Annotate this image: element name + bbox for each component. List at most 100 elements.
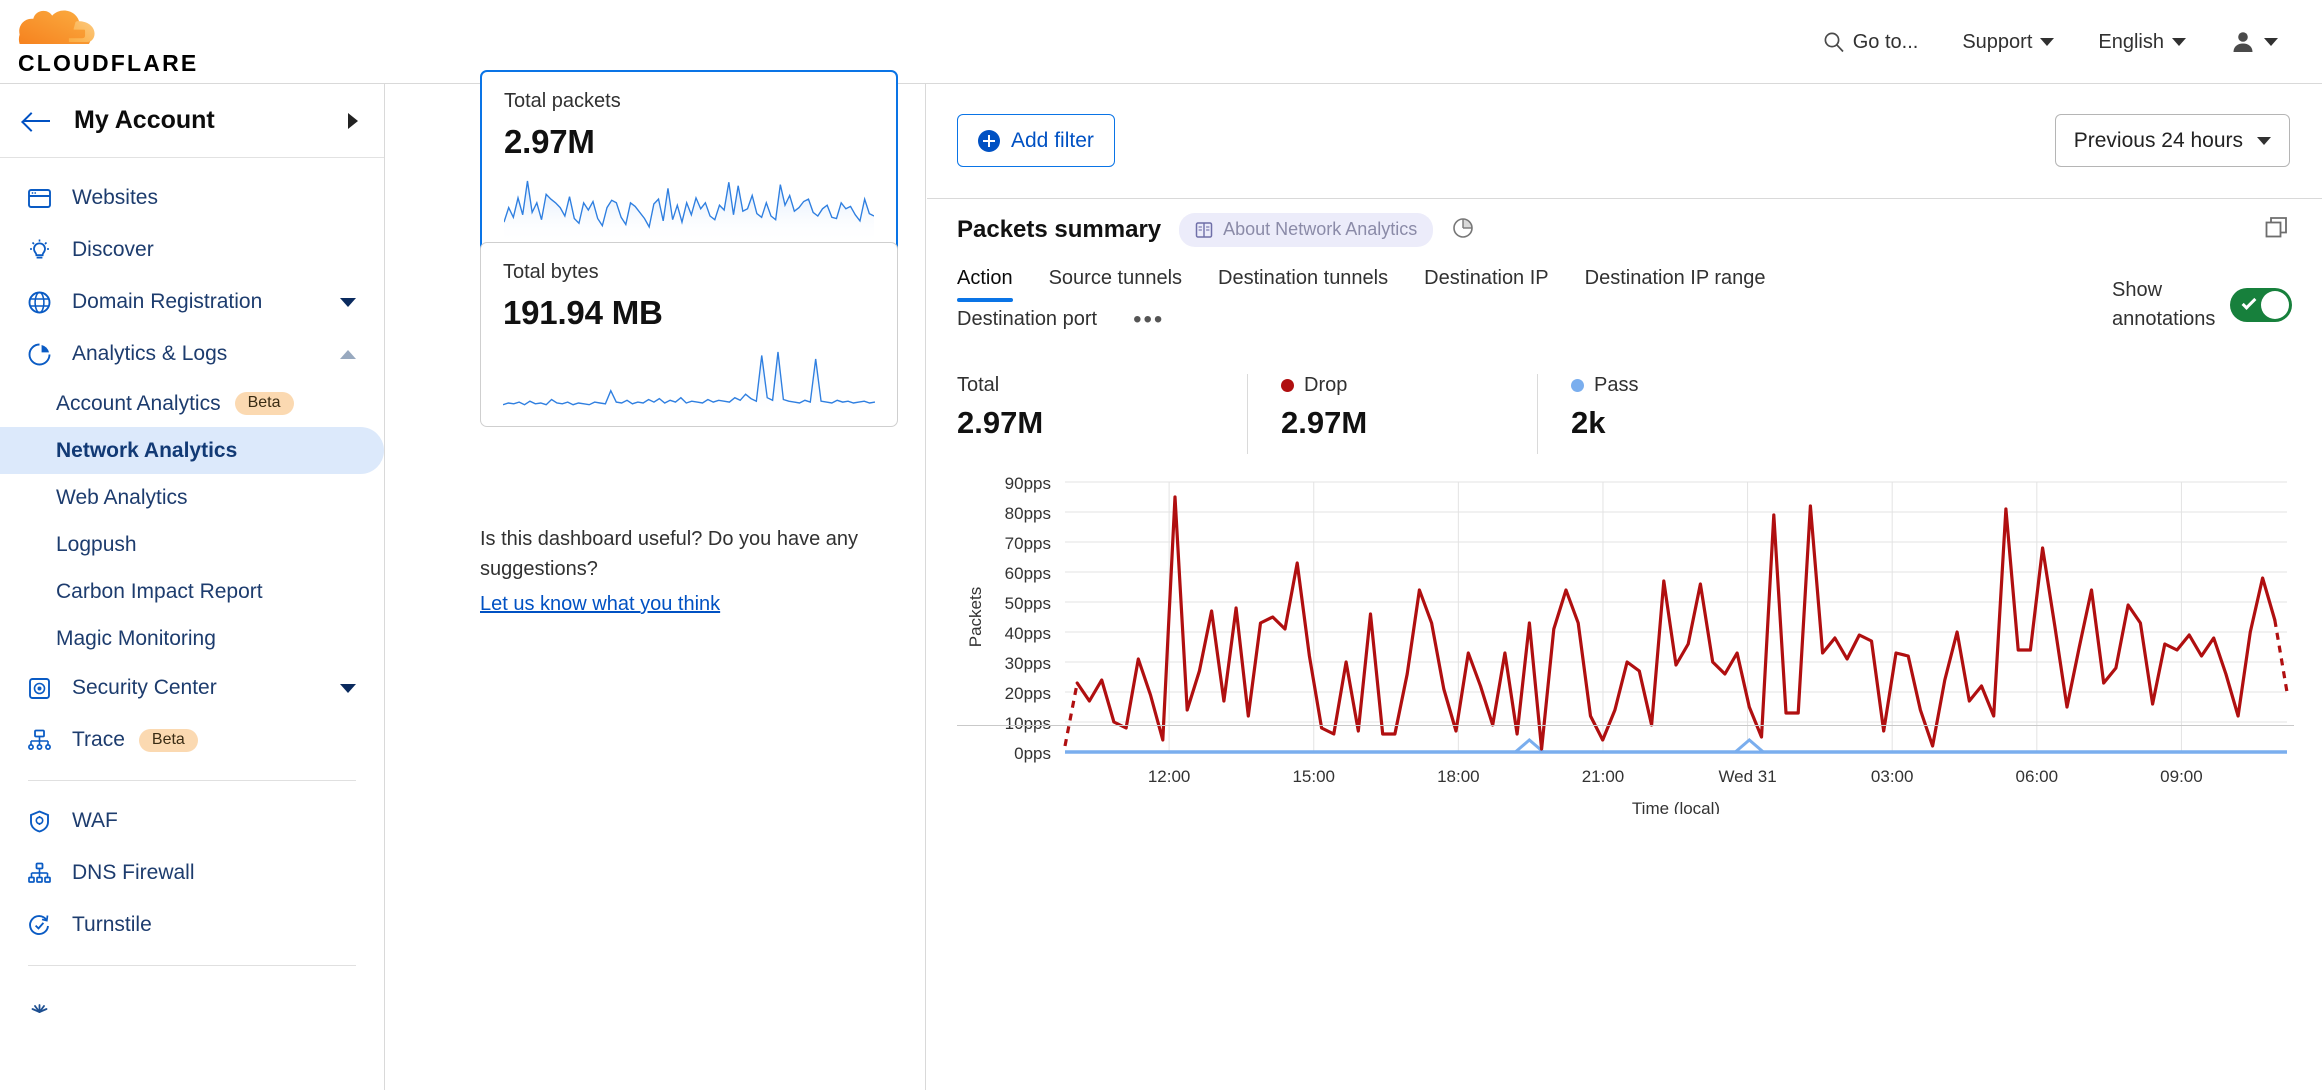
support-menu[interactable]: Support (1940, 31, 2076, 54)
feedback-link[interactable]: Let us know what you think (480, 593, 721, 615)
svg-text:90pps: 90pps (1005, 474, 1051, 493)
plus-circle-icon (978, 129, 1000, 152)
stat-label: Pass (1571, 374, 1787, 397)
total-packets-card[interactable]: Total packets 2.97M (480, 70, 898, 257)
show-annotations-toggle[interactable] (2230, 288, 2292, 322)
svg-text:40pps: 40pps (1005, 624, 1051, 643)
globe-icon (22, 290, 56, 315)
svg-text:18:00: 18:00 (1437, 767, 1480, 786)
stat-drop-label: Drop (1304, 374, 1348, 396)
summary-cards-column: Total packets 2.97M Total bytes 191.94 M… (386, 70, 926, 1090)
stat-total: Total 2.97M (957, 374, 1247, 454)
goto-search-label: Go to... (1852, 30, 1919, 53)
tab-destination-port[interactable]: Destination port (957, 308, 1098, 330)
tabs-overflow-icon[interactable]: ••• (1133, 306, 1165, 333)
sidebar-item-network-analytics[interactable]: Network Analytics (0, 427, 384, 474)
svg-text:Wed 31: Wed 31 (1718, 767, 1776, 786)
total-packets-sparkline (504, 180, 874, 243)
packets-timeseries-chart[interactable]: 0pps 10pps 20pps 30pps 40pps 50pps 60pps 70pps 8… (947, 474, 2307, 814)
sidebar-item-turnstile[interactable]: Turnstile (0, 899, 384, 951)
cloudflare-logo[interactable]: CLOUDFLARE (18, 8, 208, 76)
sidebar: My Account Websites (0, 84, 385, 1090)
sidebar-item-account-analytics[interactable]: Account Analytics Beta (0, 380, 384, 427)
expand-panel-icon[interactable] (2264, 215, 2290, 246)
trace-nodes-icon (22, 728, 56, 753)
svg-text:20pps: 20pps (1005, 684, 1051, 703)
search-icon (1824, 32, 1844, 53)
sidebar-item-carbon-impact-report[interactable]: Carbon Impact Report (0, 568, 384, 615)
sidebar-item-logpush[interactable]: Logpush (0, 521, 384, 568)
time-pie-icon[interactable] (1451, 216, 1475, 245)
sidebar-item-dns-firewall[interactable]: DNS Firewall (0, 847, 384, 899)
sidebar-item-partial[interactable] (0, 980, 384, 1032)
account-header: My Account (0, 84, 384, 158)
chevron-down-icon[interactable] (340, 297, 356, 307)
support-menu-label: Support (1962, 30, 2033, 53)
main-content: Add filter Previous 24 hours Packets sum… (927, 84, 2322, 1090)
chevron-down-icon (2264, 38, 2278, 46)
sidebar-item-label: Turnstile (72, 913, 152, 936)
chevron-down-icon (2040, 38, 2055, 46)
sidebar-item-label: DNS Firewall (72, 861, 195, 884)
sidebar-item-security-center[interactable]: Security Center (0, 662, 384, 714)
account-title: My Account (74, 106, 215, 134)
tab-action[interactable]: Action (957, 261, 1013, 302)
date-range-select[interactable]: Previous 24 hours (2054, 114, 2290, 167)
security-shield-icon (22, 676, 56, 701)
pass-legend-dot-icon (1571, 379, 1584, 392)
sidebar-item-label: Domain Registration (72, 290, 263, 313)
tab-destination-ip-range[interactable]: Destination IP range (1584, 267, 1766, 289)
add-filter-label: Add filter (1011, 128, 1094, 152)
svg-text:15:00: 15:00 (1292, 767, 1335, 786)
sidebar-item-label: Account Analytics (56, 391, 221, 415)
back-arrow-icon[interactable] (22, 110, 52, 132)
sidebar-item-magic-monitoring[interactable]: Magic Monitoring (0, 615, 384, 662)
total-bytes-sparkline (503, 351, 875, 414)
panel-divider (957, 725, 2294, 726)
svg-text:60pps: 60pps (1005, 564, 1051, 583)
sidebar-item-domain-registration[interactable]: Domain Registration (0, 276, 384, 328)
sidebar-item-trace[interactable]: Trace Beta (0, 714, 384, 766)
sparkle-icon (22, 999, 56, 1013)
toggle-knob (2261, 291, 2289, 319)
total-bytes-card[interactable]: Total bytes 191.94 MB (480, 242, 898, 427)
stat-drop: Drop 2.97M (1247, 374, 1537, 454)
svg-text:0pps: 0pps (1014, 744, 1051, 763)
beta-badge: Beta (138, 728, 198, 752)
stat-label: Total (957, 374, 1207, 397)
tab-destination-ip[interactable]: Destination IP (1424, 267, 1549, 289)
tabs-row: Action Source tunnels Destination tunnel… (957, 261, 2157, 346)
date-range-label: Previous 24 hours (2073, 128, 2243, 152)
chevron-down-icon (2172, 38, 2186, 46)
sidebar-item-websites[interactable]: Websites (0, 172, 384, 224)
sidebar-item-label: Security Center (72, 676, 217, 699)
sidebar-item-web-analytics[interactable]: Web Analytics (0, 474, 384, 521)
goto-search[interactable]: Go to... (1801, 31, 1941, 54)
account-expand-icon[interactable] (348, 112, 358, 129)
cloudflare-wordmark: CLOUDFLARE (18, 50, 199, 76)
add-filter-button[interactable]: Add filter (957, 114, 1115, 167)
dns-tree-icon (22, 861, 56, 886)
about-network-analytics-pill[interactable]: About Network Analytics (1179, 213, 1434, 247)
chevron-down-icon[interactable] (340, 683, 356, 693)
sidebar-item-label: Analytics & Logs (72, 342, 228, 365)
sidebar-item-analytics-logs[interactable]: Analytics & Logs (0, 328, 384, 380)
panel-header: Packets summary About Network Analytics (927, 199, 2322, 261)
tab-destination-tunnels[interactable]: Destination tunnels (1218, 267, 1389, 289)
user-account-menu[interactable] (2208, 29, 2300, 55)
pie-chart-icon (22, 342, 56, 367)
feedback-question: Is this dashboard useful? Do you have an… (480, 528, 859, 580)
svg-text:30pps: 30pps (1005, 654, 1051, 673)
tab-source-tunnels[interactable]: Source tunnels (1048, 267, 1183, 289)
chevron-up-icon[interactable] (340, 349, 356, 359)
language-menu[interactable]: English (2076, 31, 2208, 54)
sidebar-item-label: Websites (72, 186, 158, 209)
sidebar-item-label: Magic Monitoring (56, 626, 216, 650)
sidebar-item-label: Logpush (56, 532, 137, 556)
about-pill-label: About Network Analytics (1223, 219, 1418, 239)
svg-text:Packets: Packets (966, 587, 985, 647)
sidebar-item-discover[interactable]: Discover (0, 224, 384, 276)
sidebar-item-waf[interactable]: WAF (0, 795, 384, 847)
sidebar-item-label: Trace (72, 728, 125, 751)
svg-text:21:00: 21:00 (1582, 767, 1625, 786)
